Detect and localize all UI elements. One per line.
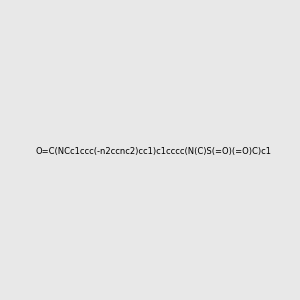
- Text: O=C(NCc1ccc(-n2ccnc2)cc1)c1cccc(N(C)S(=O)(=O)C)c1: O=C(NCc1ccc(-n2ccnc2)cc1)c1cccc(N(C)S(=O…: [36, 147, 272, 156]
